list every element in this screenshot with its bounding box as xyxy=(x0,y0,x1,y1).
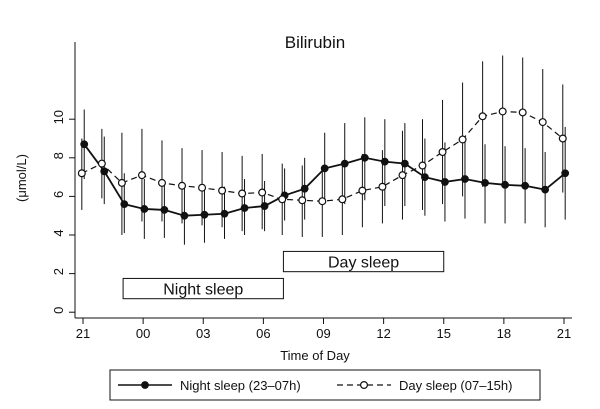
legend-night-sleep-marker xyxy=(141,381,149,389)
day-sleep-point xyxy=(278,195,287,204)
y-tick-label: 0 xyxy=(51,307,66,314)
night-sleep-point xyxy=(421,173,429,182)
day-sleep-point xyxy=(358,186,367,195)
chart-title: Bilirubin xyxy=(285,33,345,52)
day-sleep-box xyxy=(282,250,445,273)
x-tick-label: 21 xyxy=(557,326,571,341)
day-sleep-point xyxy=(157,178,166,187)
night-sleep-point xyxy=(320,164,329,173)
x-tick-label: 12 xyxy=(376,326,390,341)
day-sleep-point xyxy=(558,134,567,143)
day-sleep-point xyxy=(117,178,126,187)
night-sleep-point xyxy=(260,202,269,210)
y-tick-label: 8 xyxy=(51,152,66,159)
night-sleep-point xyxy=(461,175,469,183)
day-sleep-point xyxy=(258,188,267,197)
night-sleep-point xyxy=(360,153,369,162)
day-sleep-point xyxy=(538,118,547,127)
day-sleep-point xyxy=(218,186,227,195)
day-sleep-point xyxy=(438,148,447,157)
y-axis-title: (μmol/L) xyxy=(14,154,29,202)
day-sleep-point xyxy=(97,159,106,168)
x-tick-label: 18 xyxy=(497,326,511,341)
night-sleep-point xyxy=(481,178,489,187)
day-sleep-point xyxy=(418,161,427,170)
x-tick-label: 15 xyxy=(437,326,451,341)
y-tick-label: 10 xyxy=(51,110,66,124)
x-tick-label: 09 xyxy=(316,326,330,341)
day-sleep-point xyxy=(178,181,187,190)
night-sleep-point xyxy=(140,205,149,213)
night-sleep-box xyxy=(122,277,284,300)
day-sleep-point xyxy=(338,195,347,204)
night-sleep-series xyxy=(80,109,570,245)
night-sleep-point xyxy=(200,210,209,219)
day-sleep-point xyxy=(458,135,467,144)
night-sleep-point xyxy=(340,159,349,168)
legend: Night sleep (23–07h) Day sleep (07–15h) xyxy=(109,369,541,401)
day-sleep-point xyxy=(318,197,327,206)
x-tick-label: 06 xyxy=(256,326,270,341)
day-sleep-point xyxy=(398,171,407,180)
y-tick-label: 2 xyxy=(51,268,66,275)
legend-night-sleep-label: Night sleep (23–07h) xyxy=(180,378,301,393)
night-sleep-point xyxy=(180,211,189,220)
day-sleep-point xyxy=(77,169,86,178)
y-tick-label: 6 xyxy=(51,191,66,198)
day-sleep-point xyxy=(198,183,207,192)
night-sleep-point xyxy=(300,184,309,193)
day-sleep-point xyxy=(137,171,146,180)
night-sleep-point xyxy=(561,169,570,178)
day-sleep-point xyxy=(238,189,247,198)
sleep-period-annotations: Night sleep Day sleep xyxy=(122,250,445,300)
night-sleep-point xyxy=(400,159,409,168)
night-sleep-box-label: Night sleep xyxy=(163,282,243,299)
day-sleep-box-label: Day sleep xyxy=(328,255,399,272)
night-sleep-point xyxy=(220,209,229,218)
axes: 0 2 4 6 8 10 21 00 03 06 09 12 15 18 21 xyxy=(51,42,572,341)
y-tick-label: 4 xyxy=(51,229,66,236)
day-sleep-point xyxy=(498,107,507,116)
x-tick-label: 03 xyxy=(196,326,210,341)
night-sleep-point xyxy=(501,180,509,189)
x-axis-title: Time of Day xyxy=(280,348,350,363)
day-sleep-point xyxy=(378,182,387,191)
night-sleep-point xyxy=(240,204,249,212)
series-layer xyxy=(77,55,570,245)
day-sleep-point xyxy=(298,196,307,205)
night-sleep-point xyxy=(160,206,169,214)
day-sleep-point xyxy=(478,112,487,121)
night-sleep-point xyxy=(80,140,89,149)
legend-box xyxy=(109,369,541,401)
night-sleep-point xyxy=(541,185,550,194)
day-sleep-point xyxy=(518,108,527,117)
x-tick-label: 00 xyxy=(136,326,150,341)
day-sleep-series xyxy=(77,55,567,237)
night-sleep-point xyxy=(521,181,530,190)
legend-day-sleep-marker xyxy=(360,381,369,390)
night-sleep-point xyxy=(100,167,109,176)
x-tick-label: 21 xyxy=(76,326,90,341)
night-sleep-point xyxy=(380,157,389,166)
night-sleep-point xyxy=(120,200,129,209)
night-sleep-point xyxy=(441,178,449,186)
legend-day-sleep-label: Day sleep (07–15h) xyxy=(399,378,512,393)
